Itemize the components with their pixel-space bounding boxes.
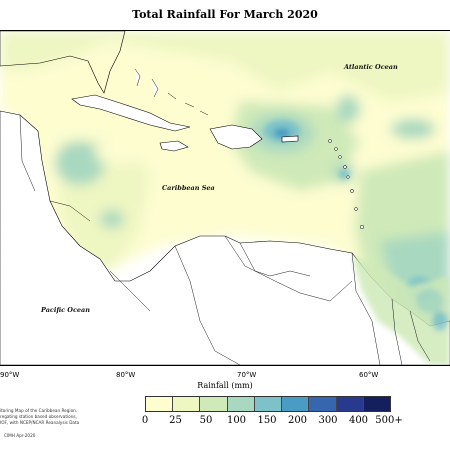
longitude-label-60w: 60°W — [359, 371, 379, 379]
colorbar-title: Rainfall (mm) — [197, 381, 253, 390]
colorbar-tick-label: 100 — [226, 415, 247, 426]
colorbar-tick-label: 0 — [141, 415, 149, 426]
colorbar-segment — [254, 397, 283, 411]
colorbar-segment — [227, 397, 255, 411]
footnote-line-3: IOF, with NCEP/NCAR Reanalysis Data — [0, 420, 80, 425]
pacific-ocean-label: Pacific Ocean — [41, 306, 90, 314]
south-america-rain — [352, 256, 450, 365]
country-borders — [19, 114, 431, 365]
rainfall-map — [0, 30, 450, 366]
bahamas — [134, 68, 209, 116]
colorbar-segment — [200, 397, 228, 411]
footnote-line-2: regating station based observations, — [0, 414, 77, 419]
colorbar-tick-label: 400 — [348, 415, 369, 426]
longitude-label-90w: 90°W — [0, 371, 20, 379]
colorbar-segment — [146, 397, 174, 411]
colorbar-segment — [336, 397, 364, 411]
copyright: CIMH Apr-2020 — [4, 433, 36, 438]
colorbar-tick-label: 150 — [257, 415, 277, 426]
longitude-label-80w: 80°W — [116, 371, 136, 379]
map-title: Total Rainfall For March 2020 — [132, 8, 318, 21]
colorbar-segment — [309, 397, 337, 411]
colorbar-tick-label: 300 — [318, 415, 338, 426]
colorbar-segment — [173, 397, 201, 411]
lesser-antilles — [328, 139, 365, 230]
atlantic-ocean-label: Atlantic Ocean — [344, 63, 398, 71]
coastlines — [0, 31, 450, 365]
colorbar-tick-label: 200 — [287, 415, 308, 426]
footnote-line-1: itoring Map of the Caribbean Region. — [0, 408, 78, 413]
colorbar-tick-label: 500+ — [375, 415, 403, 426]
longitude-label-70w: 70°W — [237, 371, 257, 379]
colorbar-tick-label: 50 — [199, 415, 213, 426]
rainfall-map-canvas — [0, 31, 450, 365]
colorbar-segment — [282, 397, 310, 411]
colorbar-tick-label: 25 — [169, 415, 182, 426]
colorbar — [145, 396, 391, 412]
caribbean-sea-label: Caribbean Sea — [162, 184, 215, 192]
colorbar-segment — [363, 397, 390, 411]
